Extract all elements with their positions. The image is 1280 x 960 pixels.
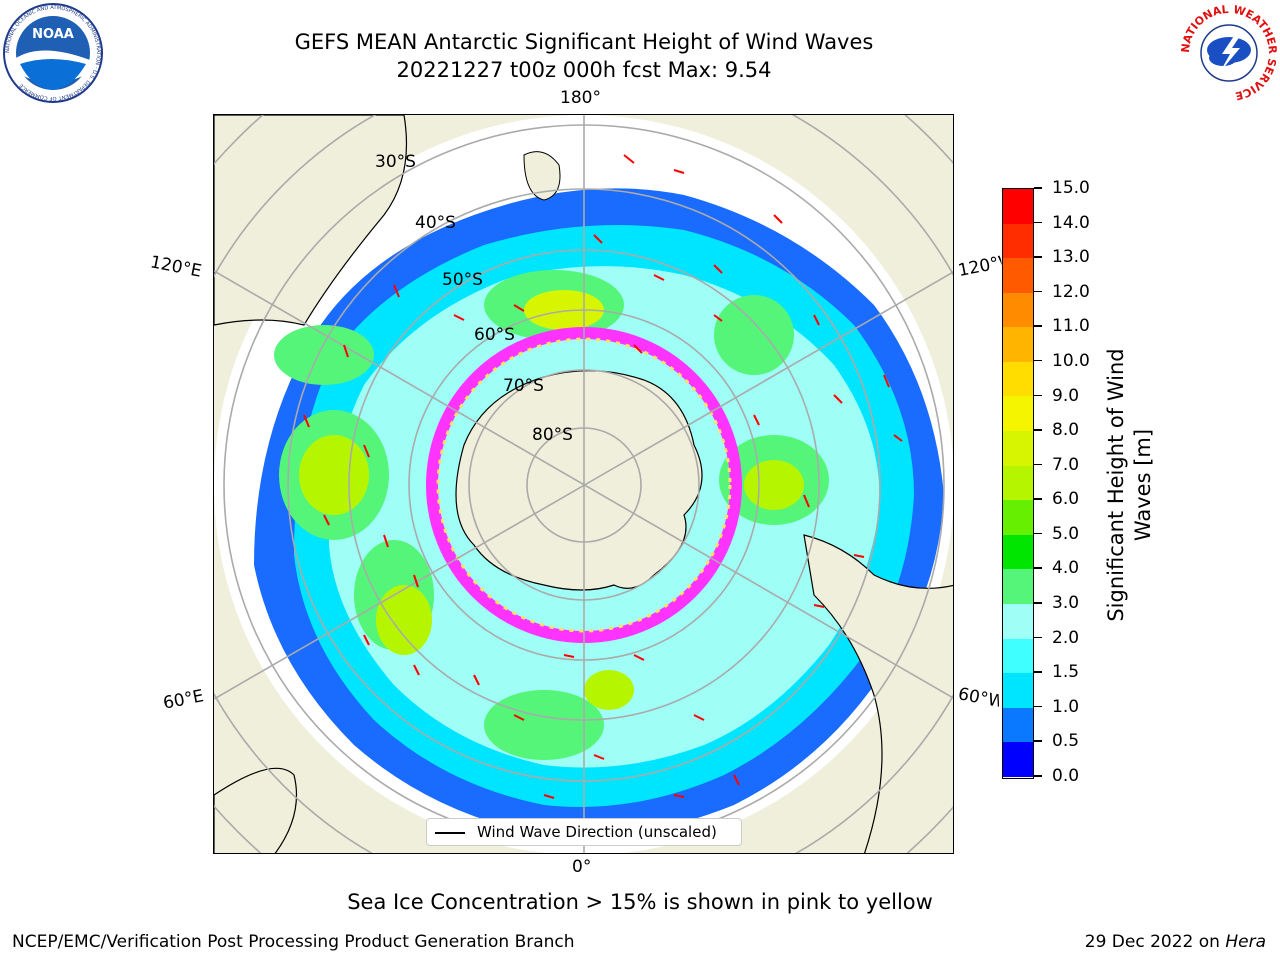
colorbar-tick: 7.0	[1034, 454, 1096, 475]
colorbar-tick-label: 12.0	[1052, 281, 1090, 302]
sea-ice-note: Sea Ice Concentration > 15% is shown in …	[347, 890, 933, 914]
colorbar-tick-label: 5.0	[1052, 523, 1080, 544]
lat-label-70s: 70°S	[503, 376, 544, 396]
colorbar-tick: 10.0	[1034, 350, 1096, 371]
lat-label-80s: 80°S	[532, 425, 573, 445]
colorbar-segment	[1003, 361, 1033, 397]
colorbar-tick-label: 3.0	[1052, 593, 1080, 614]
wave-direction-arrows	[303, 154, 903, 799]
footer-machine: Hera	[1225, 932, 1266, 952]
colorbar-tick: 13.0	[1034, 247, 1096, 268]
colorbar-tick-label: 1.0	[1052, 696, 1080, 717]
lat-label-50s: 50°S	[442, 270, 483, 290]
colorbar-tick: 15.0	[1034, 178, 1096, 198]
colorbar-tick: 0.5	[1034, 731, 1096, 752]
colorbar-tick: 4.0	[1034, 558, 1096, 579]
colorbar-tick-label: 8.0	[1052, 420, 1080, 441]
chart-title: GEFS MEAN Antarctic Significant Height o…	[184, 28, 984, 84]
colorbar-tick: 12.0	[1034, 281, 1096, 302]
colorbar-segment	[1003, 569, 1033, 604]
colorbar-tick-label: 1.5	[1052, 662, 1080, 683]
colorbar-tick-label: 6.0	[1052, 489, 1080, 510]
colorbar-tick-label: 2.0	[1052, 627, 1080, 648]
colorbar-segment	[1003, 638, 1033, 674]
colorbar-segment	[1003, 603, 1033, 639]
lat-label-30s: 30°S	[375, 152, 416, 172]
lon-label-120w: 120°W	[956, 252, 1004, 282]
colorbar-tick-label: 0.0	[1052, 766, 1080, 786]
footer-date-text: 29 Dec 2022 on	[1084, 932, 1226, 952]
colorbar-tick: 0.0	[1034, 766, 1096, 786]
colorbar-segment	[1003, 431, 1033, 466]
colorbar-segment	[1003, 673, 1033, 708]
nws-logo: NATIONAL WEATHER SERVICE	[1179, 3, 1279, 103]
lat-label-40s: 40°S	[415, 213, 456, 233]
colorbar-segment	[1003, 189, 1033, 224]
lon-label-0: 0°	[572, 857, 592, 877]
colorbar-tick-label: 14.0	[1052, 212, 1090, 233]
colorbar-tick-label: 9.0	[1052, 385, 1080, 406]
colorbar-tick: 9.0	[1034, 385, 1096, 406]
colorbar-tick: 6.0	[1034, 489, 1096, 510]
title-line-1: GEFS MEAN Antarctic Significant Height o…	[294, 30, 874, 54]
colorbar-tick: 5.0	[1034, 523, 1096, 544]
colorbar-segment	[1003, 327, 1033, 362]
colorbar-tick: 3.0	[1034, 593, 1096, 614]
colorbar-tick-label: 10.0	[1052, 350, 1090, 371]
africa	[214, 767, 297, 853]
colorbar-segment	[1003, 500, 1033, 535]
colorbar-tick-label: 0.5	[1052, 731, 1080, 752]
colorbar-segment	[1003, 465, 1033, 501]
lon-label-60e: 60°E	[161, 686, 206, 714]
south-america	[803, 534, 953, 853]
polar-map	[213, 114, 954, 854]
lon-label-60w: 60°W	[956, 684, 1002, 712]
colorbar-tick-label: 15.0	[1052, 178, 1090, 198]
noaa-logo-text: NOAA	[32, 27, 74, 42]
colorbar-tick-label: 7.0	[1052, 454, 1080, 475]
lat-label-60s: 60°S	[474, 325, 515, 345]
colorbar-segment	[1003, 534, 1033, 570]
footer-date: 29 Dec 2022 on Hera	[1085, 932, 1266, 952]
lon-label-180: 180°	[560, 88, 601, 108]
legend-label: Wind Wave Direction (unscaled)	[477, 823, 717, 841]
colorbar-segment	[1003, 396, 1033, 432]
colorbar-segment	[1003, 292, 1033, 328]
noaa-logo: NOAA NATIONAL OCEANIC AND ATMOSPHERIC AD…	[3, 3, 103, 103]
colorbar-tick-label: 11.0	[1052, 316, 1090, 337]
colorbar-tick: 14.0	[1034, 212, 1096, 233]
colorbar-tick: 8.0	[1034, 420, 1096, 441]
colorbar-segment	[1003, 707, 1033, 743]
colorbar-segment	[1003, 258, 1033, 293]
colorbar-tick-label: 4.0	[1052, 558, 1080, 579]
colorbar	[1002, 188, 1034, 779]
antarctica	[455, 370, 703, 591]
colorbar-label: Significant Height of Wind Waves [m]	[1104, 348, 1155, 622]
map-legend: Wind Wave Direction (unscaled)	[426, 818, 742, 846]
colorbar-tick: 2.0	[1034, 627, 1096, 648]
colorbar-tick-label: 13.0	[1052, 247, 1090, 268]
footer-branch: NCEP/EMC/Verification Post Processing Pr…	[12, 932, 575, 952]
legend-line-swatch	[435, 832, 465, 834]
colorbar-segment	[1003, 223, 1033, 259]
colorbar-tick: 11.0	[1034, 316, 1096, 337]
colorbar-tick: 1.0	[1034, 696, 1096, 717]
title-line-2: 20221227 t00z 000h fcst Max: 9.54	[396, 58, 772, 82]
new-zealand	[523, 151, 561, 201]
lon-label-120e: 120°E	[148, 252, 204, 282]
map-canvas	[214, 115, 953, 853]
colorbar-segment	[1003, 742, 1033, 777]
colorbar-tick: 1.5	[1034, 662, 1096, 683]
australia	[214, 115, 408, 326]
